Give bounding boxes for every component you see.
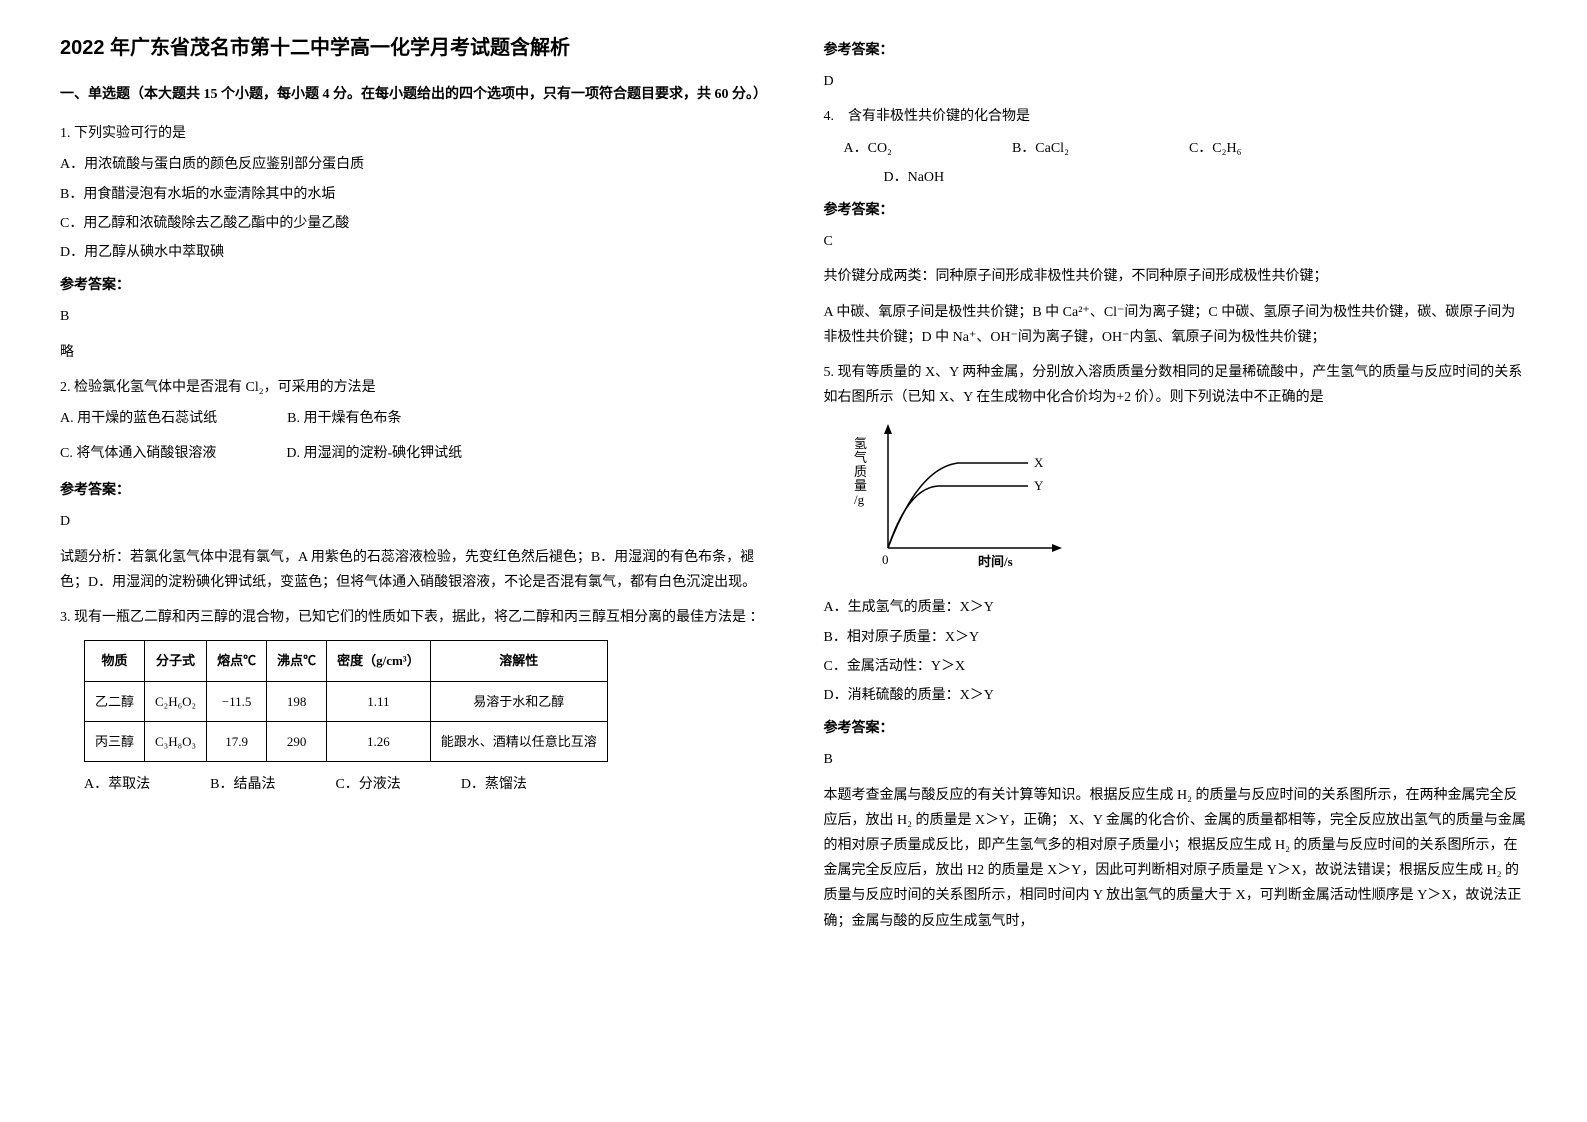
question-5: 5. 现有等质量的 X、Y 两种金属，分别放入溶质质量分数相同的足量稀硫酸中，产… <box>824 360 1528 934</box>
y-axis-arrow-icon <box>884 424 892 434</box>
td-cell: 1.11 <box>327 681 431 721</box>
td-cell: C₂H₆O₂ <box>145 681 207 721</box>
q2-options-row1: A. 用干燥的蓝色石蕊试纸 B. 用干燥有色布条 <box>60 406 764 435</box>
q5-option-c: C．金属活动性：Y＞X <box>824 654 1528 679</box>
q3-stem: 3. 现有一瓶乙二醇和丙三醇的混合物，已知它们的性质如下表，据此，将乙二醇和丙三… <box>60 605 764 630</box>
table-row: 乙二醇 C₂H₆O₂ −11.5 198 1.11 易溶于水和乙醇 <box>85 681 608 721</box>
q3-answer-heading: 参考答案： <box>824 38 1528 63</box>
table-row: 丙三醇 C₃H₈O₃ 17.9 290 1.26 能跟水、酒精以任意比互溶 <box>85 721 608 761</box>
q1-answer-heading: 参考答案： <box>60 273 764 298</box>
series-y-label: Y <box>1034 478 1044 493</box>
q3-option-c: C．分液法 <box>335 772 400 797</box>
x-axis-label: 时间/s <box>978 554 1013 569</box>
hydrogen-time-chart-svg: X Y 氢 气 质 量 /g 0 时间/s <box>848 418 1088 578</box>
td-cell: 1.26 <box>327 721 431 761</box>
q4-option-d: D．NaOH <box>884 165 1528 190</box>
question-3: 3. 现有一瓶乙二醇和丙三醇的混合物，已知它们的性质如下表，据此，将乙二醇和丙三… <box>60 605 764 798</box>
q2-option-a: A. 用干燥的蓝色石蕊试纸 <box>60 406 217 431</box>
q2-stem: 2. 检验氯化氢气体中是否混有 Cl₂，可采用的方法是 <box>60 375 764 400</box>
q2-explanation: 试题分析：若氯化氢气体中混有氯气，A 用紫色的石蕊溶液检验，先变红色然后褪色；B… <box>60 545 764 595</box>
q5-explanation: 本题考查金属与酸反应的有关计算等知识。根据反应生成 H₂ 的质量与反应时间的关系… <box>824 783 1528 934</box>
q4-stem: 4. 含有非极性共价键的化合物是 <box>824 104 1528 129</box>
q5-option-d: D．消耗硫酸的质量：X＞Y <box>824 683 1528 708</box>
q4-answer-heading: 参考答案： <box>824 198 1528 223</box>
q3-option-a: A．萃取法 <box>84 772 150 797</box>
q1-answer-extra: 略 <box>60 340 764 365</box>
q5-answer-heading: 参考答案： <box>824 716 1528 741</box>
th-bp: 沸点℃ <box>267 641 327 681</box>
right-column: 参考答案： D 4. 含有非极性共价键的化合物是 A．CO₂ B．CaCl₂ C… <box>824 30 1528 1092</box>
q2-option-c: C. 将气体通入硝酸银溶液 <box>60 441 216 466</box>
q1-option-a: A．用浓硫酸与蛋白质的颜色反应鉴别部分蛋白质 <box>60 152 764 177</box>
exam-page: 2022 年广东省茂名市第十二中学高一化学月考试题含解析 一、单选题（本大题共 … <box>60 30 1527 1092</box>
td-cell: 丙三醇 <box>85 721 145 761</box>
q5-option-b: B．相对原子质量：X＞Y <box>824 625 1528 650</box>
td-cell: −11.5 <box>207 681 267 721</box>
exam-title: 2022 年广东省茂名市第十二中学高一化学月考试题含解析 <box>60 30 764 66</box>
q2-options-row2: C. 将气体通入硝酸银溶液 D. 用湿润的淀粉-碘化钾试纸 <box>60 441 764 470</box>
question-1: 1. 下列实验可行的是 A．用浓硫酸与蛋白质的颜色反应鉴别部分蛋白质 B．用食醋… <box>60 121 764 365</box>
td-cell: 290 <box>267 721 327 761</box>
q1-option-b: B．用食醋浸泡有水垢的水壶清除其中的水垢 <box>60 182 764 207</box>
series-x-label: X <box>1034 455 1044 470</box>
q1-option-c: C．用乙醇和浓硫酸除去乙酸乙酯中的少量乙酸 <box>60 211 764 236</box>
q4-option-b: B．CaCl₂ <box>1012 136 1069 161</box>
q5-answer: B <box>824 747 1528 772</box>
q5-stem: 5. 现有等质量的 X、Y 两种金属，分别放入溶质质量分数相同的足量稀硫酸中，产… <box>824 360 1528 410</box>
td-cell: 17.9 <box>207 721 267 761</box>
td-cell: 198 <box>267 681 327 721</box>
origin-label: 0 <box>882 552 889 567</box>
y-axis-label: 氢 气 质 量 /g <box>854 436 870 507</box>
q3-option-b: B．结晶法 <box>210 772 275 797</box>
td-cell: 易溶于水和乙醇 <box>430 681 607 721</box>
th-substance: 物质 <box>85 641 145 681</box>
q2-option-b: B. 用干燥有色布条 <box>287 406 401 431</box>
question-2: 2. 检验氯化氢气体中是否混有 Cl₂，可采用的方法是 A. 用干燥的蓝色石蕊试… <box>60 375 764 595</box>
q5-chart: X Y 氢 气 质 量 /g 0 时间/s <box>848 418 1528 587</box>
td-cell: 乙二醇 <box>85 681 145 721</box>
q4-explanation-2: A 中碳、氧原子间是极性共价键；B 中 Ca²⁺、Cl⁻间为离子键；C 中碳、氢… <box>824 300 1528 350</box>
q3-answer: D <box>824 69 1528 94</box>
curve-y <box>888 486 1028 548</box>
q2-option-d: D. 用湿润的淀粉-碘化钾试纸 <box>286 441 462 466</box>
q4-explanation-1: 共价键分成两类：同种原子间形成非极性共价键，不同种原子间形成极性共价键； <box>824 264 1528 289</box>
td-cell: 能跟水、酒精以任意比互溶 <box>430 721 607 761</box>
left-column: 2022 年广东省茂名市第十二中学高一化学月考试题含解析 一、单选题（本大题共 … <box>60 30 764 1092</box>
q4-option-a: A．CO₂ <box>844 136 892 161</box>
q1-option-d: D．用乙醇从碘水中萃取碘 <box>60 240 764 265</box>
q1-stem: 1. 下列实验可行的是 <box>60 121 764 146</box>
th-mp: 熔点℃ <box>207 641 267 681</box>
table-header-row: 物质 分子式 熔点℃ 沸点℃ 密度（g/cm³） 溶解性 <box>85 641 608 681</box>
q4-options-row1: A．CO₂ B．CaCl₂ C．C₂H₆ <box>844 136 1528 161</box>
q1-answer: B <box>60 304 764 329</box>
q4-option-c: C．C₂H₆ <box>1189 136 1242 161</box>
q2-answer-heading: 参考答案： <box>60 478 764 503</box>
q2-answer: D <box>60 509 764 534</box>
q3-properties-table: 物质 分子式 熔点℃ 沸点℃ 密度（g/cm³） 溶解性 乙二醇 C₂H₆O₂ … <box>84 640 608 762</box>
td-cell: C₃H₈O₃ <box>145 721 207 761</box>
th-density: 密度（g/cm³） <box>327 641 431 681</box>
q3-option-d: D．蒸馏法 <box>461 772 527 797</box>
q4-answer: C <box>824 229 1528 254</box>
q3-options: A．萃取法 B．结晶法 C．分液法 D．蒸馏法 <box>84 772 764 797</box>
x-axis-arrow-icon <box>1052 544 1062 552</box>
question-4: 4. 含有非极性共价键的化合物是 A．CO₂ B．CaCl₂ C．C₂H₆ D．… <box>824 104 1528 350</box>
section-intro: 一、单选题（本大题共 15 个小题，每小题 4 分。在每小题给出的四个选项中，只… <box>60 82 764 107</box>
th-solubility: 溶解性 <box>430 641 607 681</box>
q5-option-a: A．生成氢气的质量：X＞Y <box>824 595 1528 620</box>
th-formula: 分子式 <box>145 641 207 681</box>
